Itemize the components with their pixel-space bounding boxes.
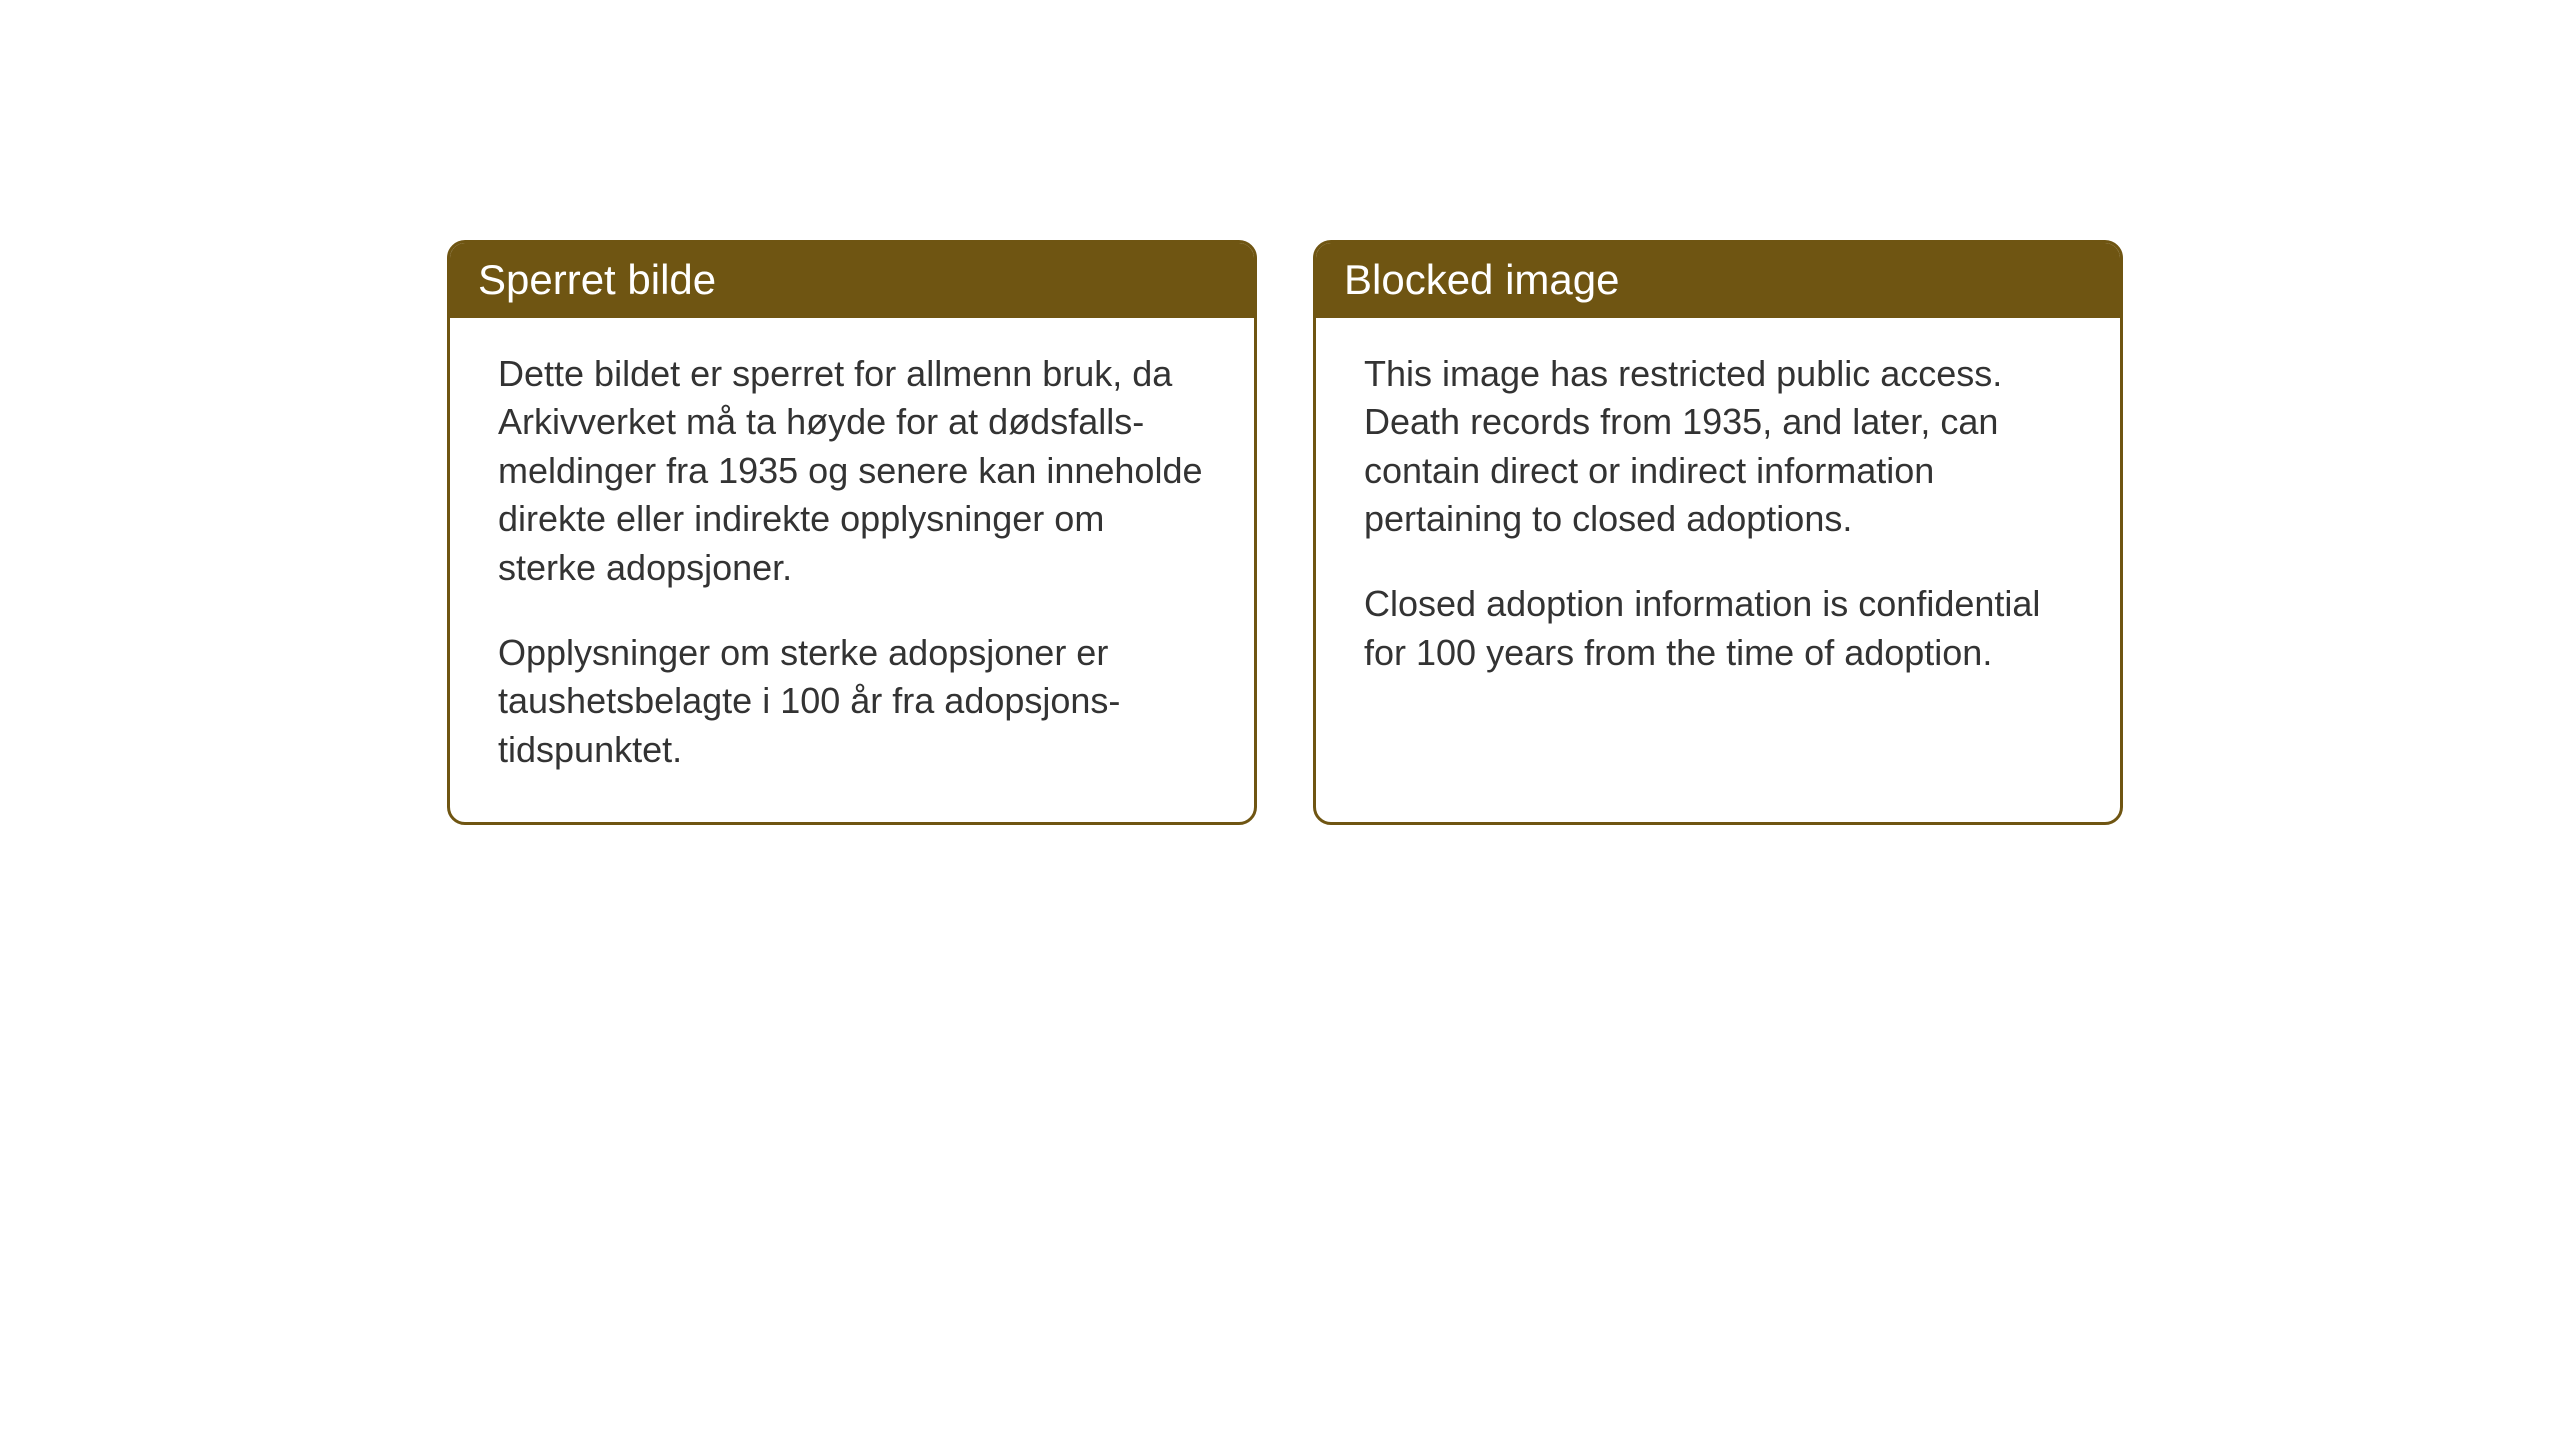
- norwegian-notice-card: Sperret bilde Dette bildet er sperret fo…: [447, 240, 1257, 825]
- english-card-body: This image has restricted public access.…: [1316, 318, 2120, 726]
- norwegian-paragraph-2: Opplysninger om sterke adopsjoner er tau…: [498, 629, 1206, 775]
- english-paragraph-2: Closed adoption information is confident…: [1364, 580, 2072, 677]
- norwegian-paragraph-1: Dette bildet er sperret for allmenn bruk…: [498, 350, 1206, 593]
- english-card-title: Blocked image: [1316, 243, 2120, 318]
- notice-container: Sperret bilde Dette bildet er sperret fo…: [447, 240, 2123, 825]
- norwegian-card-title: Sperret bilde: [450, 243, 1254, 318]
- english-notice-card: Blocked image This image has restricted …: [1313, 240, 2123, 825]
- english-paragraph-1: This image has restricted public access.…: [1364, 350, 2072, 544]
- norwegian-card-body: Dette bildet er sperret for allmenn bruk…: [450, 318, 1254, 823]
